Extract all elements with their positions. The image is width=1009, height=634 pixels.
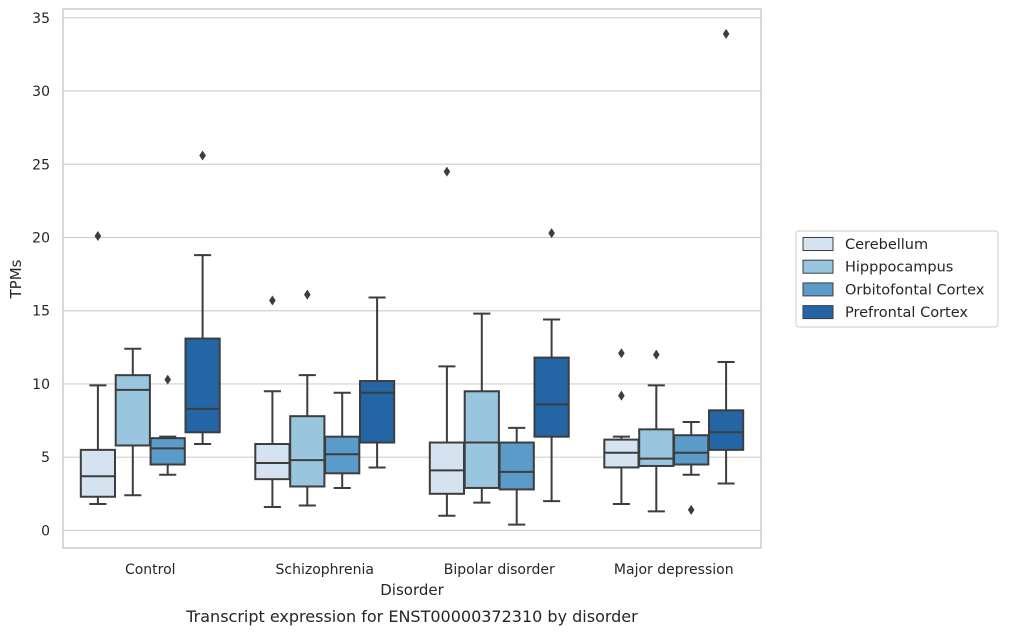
box-iqr: [673, 434, 710, 466]
box-group: [673, 421, 710, 515]
legend: Cerebellum Hipppocampus Orbitofontal Corte…: [795, 230, 999, 328]
chart-caption: Transcript expression for ENST0000037231…: [185, 607, 638, 626]
x-tick-label: Control: [125, 562, 176, 578]
outlier-point: [443, 166, 451, 177]
plot-frame: [62, 8, 762, 549]
y-tick-label: 15: [32, 304, 50, 320]
x-tick-labels: Control Schizophrenia Bipolar disorder Majo…: [125, 562, 734, 578]
x-tick-label: Bipolar disorder: [444, 562, 555, 578]
x-tick-label: Major depression: [614, 562, 734, 578]
box-group: [184, 150, 221, 446]
box-group: [79, 231, 117, 506]
y-tick-label: 25: [32, 157, 50, 173]
legend-label: Cerebellum: [845, 237, 928, 253]
box-group: [149, 374, 186, 476]
box-iqr: [289, 415, 326, 488]
legend-swatch: [802, 305, 834, 320]
y-tick-label: 35: [32, 11, 50, 27]
x-axis-label: Disorder: [380, 581, 444, 599]
y-tick-label: 5: [41, 450, 50, 466]
box-groups: [79, 28, 745, 526]
box-group: [533, 228, 570, 503]
box-iqr: [79, 448, 117, 498]
box-group: [603, 348, 640, 506]
outlier-point: [722, 28, 730, 39]
box-group: [498, 426, 535, 526]
legend-swatch: [802, 282, 834, 297]
box-iqr: [254, 443, 291, 481]
box-group: [254, 295, 291, 508]
y-tick-label: 10: [32, 377, 50, 393]
legend-label: Hipppocampus: [845, 260, 953, 276]
y-tick-label: 0: [41, 523, 50, 539]
box-group: [463, 312, 500, 504]
box-group: [324, 391, 361, 489]
legend-label: Prefrontal Cortex: [845, 305, 968, 321]
legend-frame: [795, 230, 999, 328]
y-axis-label: TPMs: [7, 259, 25, 299]
y-tick-label: 30: [32, 84, 50, 100]
box-iqr: [149, 437, 186, 466]
box-group: [707, 28, 745, 485]
box-iqr: [533, 356, 570, 438]
box-iqr: [184, 337, 221, 434]
outlier-point: [94, 231, 102, 242]
outlier-point: [618, 348, 625, 359]
y-tick-label: 20: [32, 230, 50, 246]
box-iqr: [638, 428, 675, 467]
box-group: [638, 349, 675, 513]
box-iqr: [463, 390, 500, 489]
outlier-point: [618, 390, 625, 401]
box-group: [114, 347, 151, 497]
outlier-point: [164, 374, 171, 385]
legend-label: Orbitofontal Cortex: [845, 282, 985, 298]
box-iqr: [428, 441, 466, 495]
outlier-point: [653, 349, 660, 360]
outlier-point: [199, 150, 206, 161]
x-tick-label: Schizophrenia: [276, 562, 374, 578]
box-group: [289, 289, 326, 507]
box-group: [358, 296, 396, 469]
box-iqr: [498, 441, 535, 491]
outlier-point: [304, 289, 311, 300]
y-tick-labels: 0 5 10 15 20 25 30 35: [32, 11, 50, 540]
outlier-point: [269, 295, 276, 306]
legend-swatch: [802, 237, 834, 251]
outlier-point: [548, 228, 555, 239]
outlier-point: [687, 504, 695, 515]
box-iqr: [358, 380, 396, 444]
box-iqr: [707, 409, 745, 451]
legend-swatch: [802, 259, 834, 274]
box-iqr: [114, 374, 151, 447]
